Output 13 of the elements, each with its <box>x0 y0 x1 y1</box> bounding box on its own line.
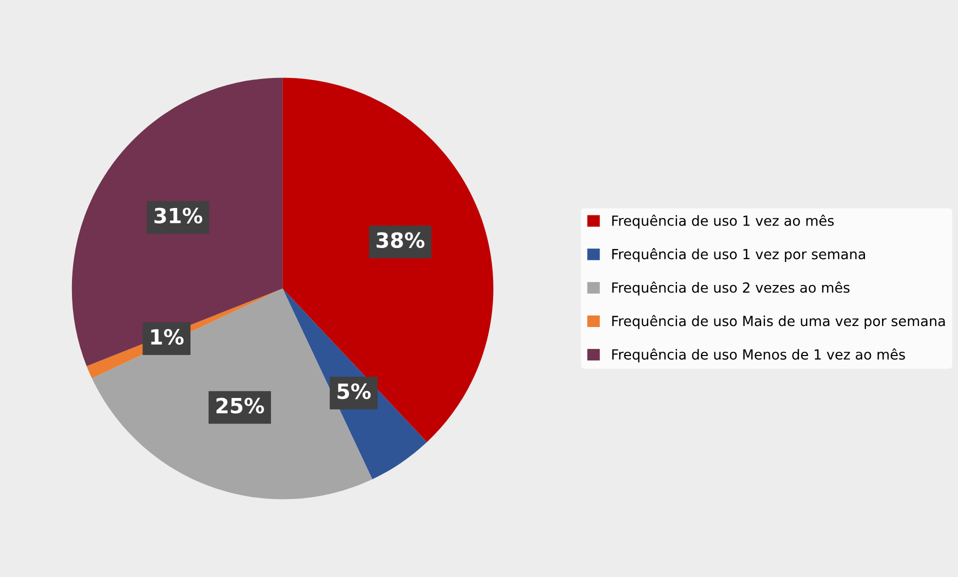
pie-slice <box>72 78 283 366</box>
legend-label: Frequência de uso 1 vez ao mês <box>612 214 834 229</box>
legend-label: Frequência de uso Menos de 1 vez ao mês <box>612 348 905 362</box>
data-label: 1% <box>151 329 184 345</box>
data-label: 31% <box>154 208 202 224</box>
legend-label: Frequência de uso 2 vezes ao mês <box>612 282 850 296</box>
pie-slice <box>282 78 494 442</box>
data-label: 25% <box>216 398 264 414</box>
legend-label: Frequência de uso Mais de uma vez por semana <box>612 314 945 329</box>
data-label: 5% <box>338 383 371 400</box>
pie-slice <box>92 288 372 500</box>
data-label: 38% <box>376 232 424 248</box>
legend-label: Frequência de uso 1 vez por semana <box>612 248 865 262</box>
